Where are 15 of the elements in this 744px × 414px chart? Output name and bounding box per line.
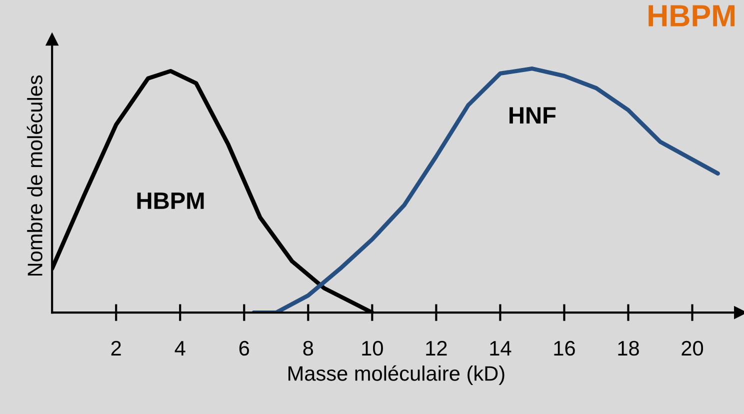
x-tick-label: 10 <box>362 340 383 356</box>
x-tick-label: 16 <box>554 340 575 356</box>
series-label: HNF <box>510 107 556 124</box>
x-tick-label: 6 <box>239 340 250 356</box>
x-tick-label: 8 <box>303 340 314 356</box>
x-axis-title: Masse moléculaire (kD) <box>288 365 504 385</box>
chart-title: HBPM <box>648 5 735 26</box>
x-tick-label: 14 <box>490 341 512 356</box>
x-tick-label: 2 <box>111 340 121 356</box>
x-tick-label: 18 <box>618 340 639 356</box>
x-tick-label: 20 <box>682 340 704 356</box>
x-tick-label: 4 <box>174 341 186 356</box>
x-tick-label: 12 <box>426 340 447 356</box>
y-axis-title: Nombre de molécules <box>26 75 42 276</box>
series-label: HBPM <box>137 192 204 209</box>
